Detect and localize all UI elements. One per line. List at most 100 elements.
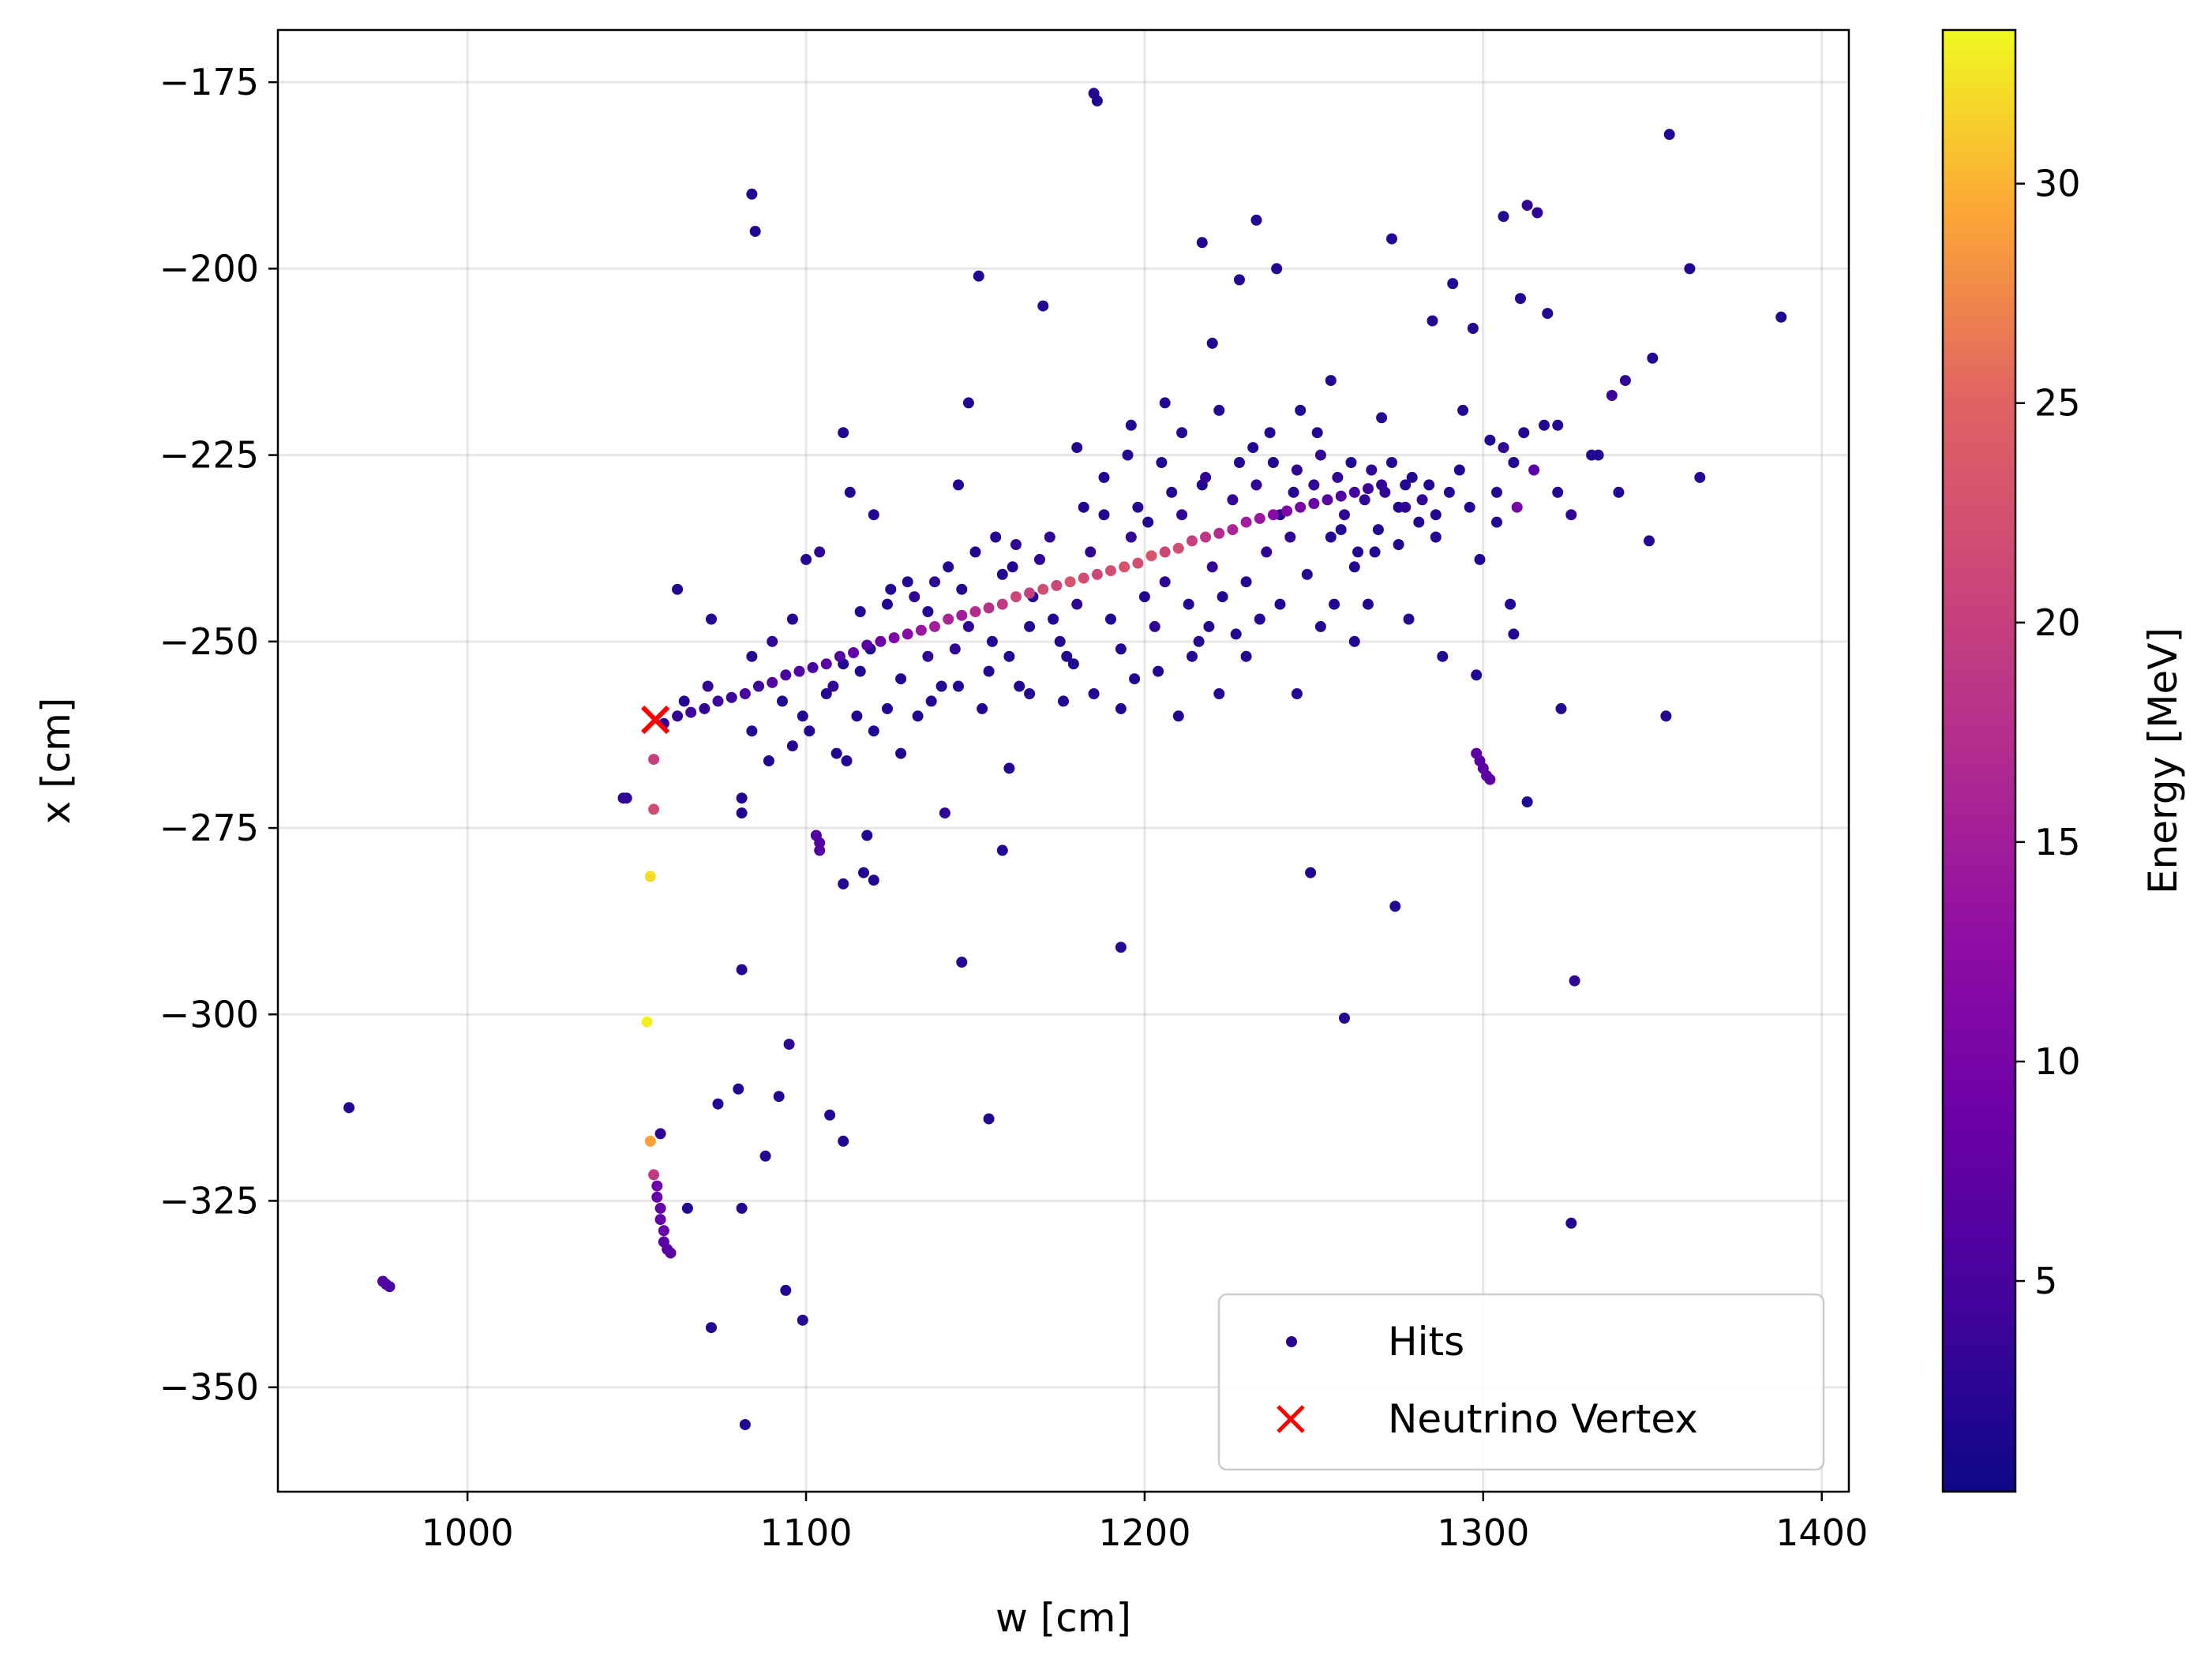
y-tick-label: −325 <box>159 1179 259 1222</box>
hit-point <box>1206 337 1218 349</box>
hit-point <box>868 509 879 521</box>
hit-point <box>1565 509 1577 521</box>
hit-point <box>1274 598 1286 610</box>
hit-point <box>681 1202 693 1214</box>
hit-point <box>648 754 660 766</box>
hit-point <box>1511 501 1523 513</box>
hit-point <box>1227 494 1239 506</box>
hit-point <box>1159 397 1171 409</box>
hit-point <box>654 1128 666 1140</box>
hit-point <box>1379 486 1391 498</box>
hit-point <box>702 680 714 692</box>
hit-point <box>780 1284 792 1296</box>
hit-point <box>1176 427 1188 439</box>
hit-point <box>1437 650 1449 662</box>
hit-point <box>820 688 832 699</box>
y-tick-label: −350 <box>159 1366 259 1409</box>
hit-point <box>838 878 849 889</box>
hit-point <box>1592 449 1604 461</box>
hit-point <box>935 680 947 692</box>
hit-point <box>1234 274 1245 286</box>
hit-point <box>1054 635 1066 647</box>
hit-point <box>1200 471 1212 483</box>
hit-point <box>838 1135 849 1147</box>
hit-point <box>1521 796 1533 807</box>
hit-point <box>759 1150 771 1162</box>
hit-point <box>915 624 927 636</box>
hit-point <box>962 620 974 632</box>
colorbar: 5 10 15 20 25 30 Energy [MeV] <box>1941 28 2186 1493</box>
hit-point <box>1003 650 1015 662</box>
hit-point <box>641 1016 653 1028</box>
hit-point <box>1156 457 1168 468</box>
hit-point <box>977 702 988 714</box>
hit-point <box>1464 501 1475 513</box>
colorbar-tick-label: 25 <box>2034 382 2081 425</box>
hit-point <box>1122 449 1134 461</box>
hit-point <box>343 1102 355 1114</box>
hit-point <box>1145 550 1157 562</box>
colorbar-tick-label: 30 <box>2034 163 2081 205</box>
y-tick-label: −300 <box>159 993 259 1035</box>
hit-point <box>1291 688 1303 699</box>
hit-point <box>983 665 995 677</box>
hit-point <box>1305 867 1317 878</box>
x-axis-label: w [cm] <box>995 1595 1131 1641</box>
colorbar-tick-label: 20 <box>2034 601 2081 644</box>
hit-point <box>1484 434 1496 446</box>
hit-point <box>1647 352 1659 364</box>
hit-point <box>1359 494 1370 506</box>
hit-point <box>1105 613 1116 625</box>
hit-point <box>1037 583 1049 595</box>
legend-label-hits: Hits <box>1388 1319 1464 1365</box>
hit-point <box>868 874 879 886</box>
hit-point <box>1775 311 1787 323</box>
hit-point <box>1234 457 1245 468</box>
hit-point <box>1329 598 1340 610</box>
hit-point <box>648 1169 660 1181</box>
x-axis-ticks: 1000 1100 1200 1300 1400 <box>422 1492 1868 1554</box>
hit-point <box>1213 527 1225 539</box>
hit-point <box>1071 598 1083 610</box>
hit-point <box>1267 457 1279 468</box>
hit-point <box>804 725 815 737</box>
legend-box <box>1217 1293 1825 1471</box>
hit-point <box>1363 598 1374 610</box>
hit-point <box>1521 200 1533 212</box>
hit-point <box>1200 531 1212 543</box>
hit-point <box>1067 658 1079 670</box>
neutrino-vertex-marker <box>641 705 670 735</box>
hit-point <box>895 747 907 759</box>
hit-point <box>644 871 656 882</box>
hit-point <box>797 1314 808 1326</box>
hit-point <box>1010 539 1022 550</box>
hit-point <box>706 1322 717 1334</box>
hit-point <box>1172 710 1184 722</box>
hit-point <box>1389 901 1401 912</box>
hit-point <box>1491 516 1502 528</box>
hit-point <box>1061 650 1073 662</box>
hit-point <box>1159 576 1171 588</box>
hit-point <box>983 1113 995 1125</box>
hit-point <box>1427 315 1438 327</box>
hit-point <box>1288 486 1299 498</box>
hit-point <box>875 635 887 647</box>
hit-point <box>1498 442 1509 454</box>
hit-point <box>1335 524 1347 536</box>
hit-point <box>1505 598 1517 610</box>
hit-point <box>996 598 1008 610</box>
hit-point <box>922 606 934 617</box>
hit-point <box>736 792 748 804</box>
hit-point <box>1291 464 1303 476</box>
hit-point <box>767 635 778 647</box>
hit-point <box>1542 308 1554 320</box>
hit-point <box>712 1098 724 1110</box>
hit-point <box>1250 214 1262 226</box>
hit-point <box>838 427 849 439</box>
y-tick-label: −225 <box>159 434 259 477</box>
colorbar-gradient <box>1941 28 2017 1493</box>
hit-point <box>786 613 798 625</box>
y-axis-label: x [cm] <box>33 698 79 825</box>
hit-point <box>1552 419 1564 431</box>
hit-point <box>1515 293 1526 305</box>
